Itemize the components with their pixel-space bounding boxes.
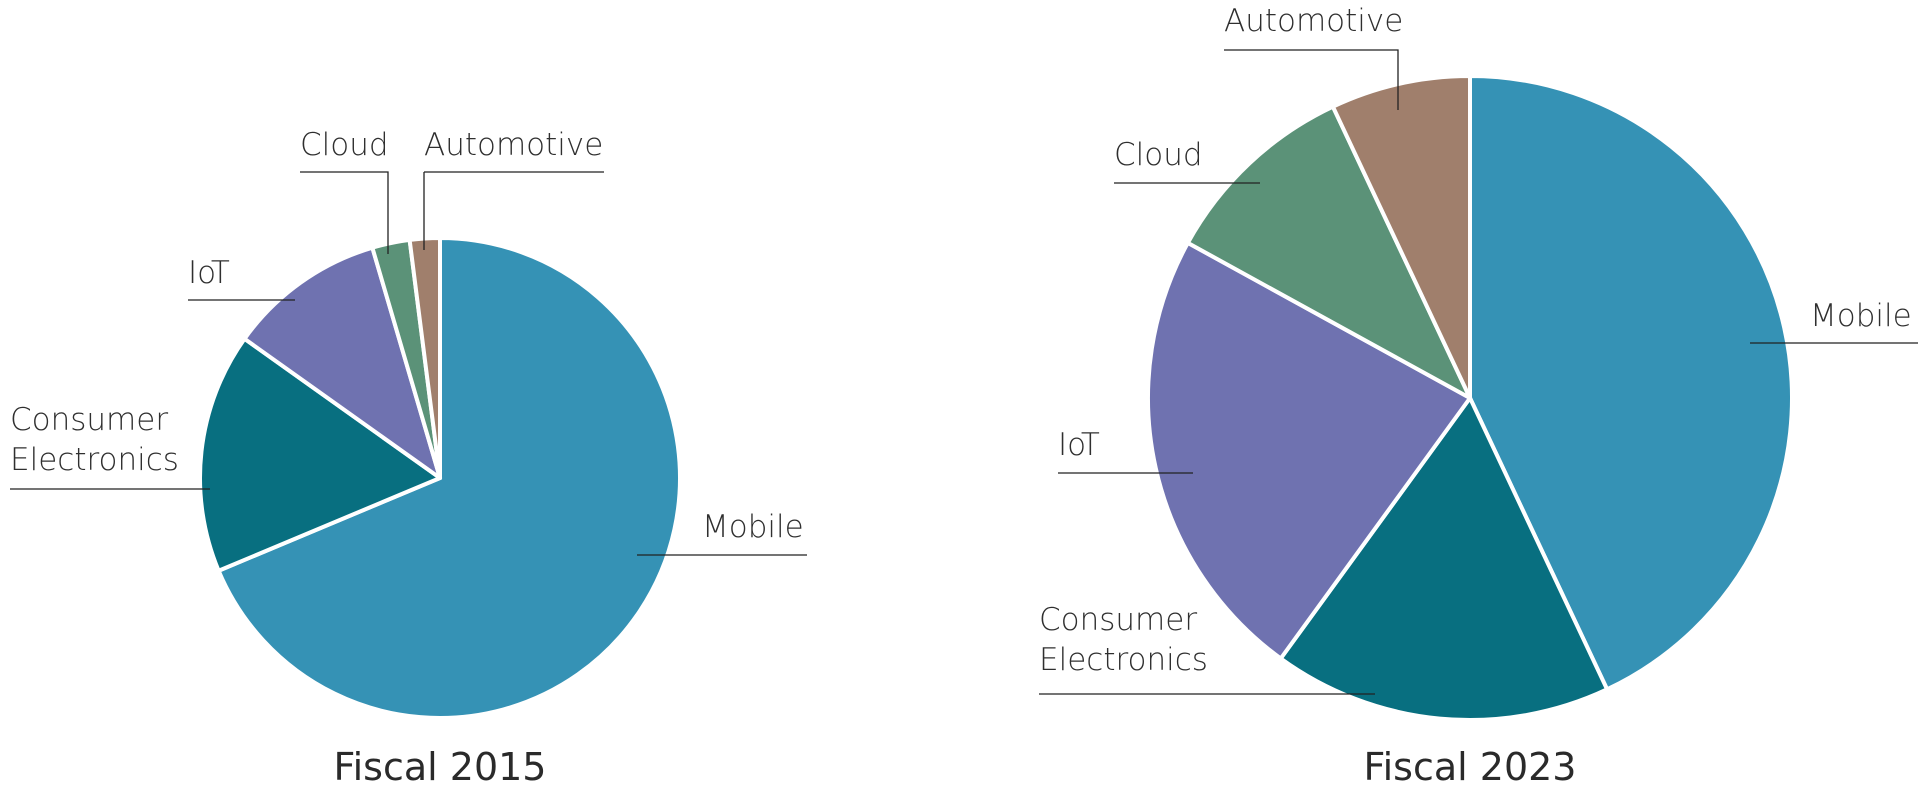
slice-label-automotive: Automotive — [1224, 3, 1403, 39]
pie-slice-automotive — [1330, 74, 1472, 400]
pie-slice-mobile — [216, 236, 682, 720]
pie-slice-iot — [1146, 240, 1472, 661]
pie-chart-fiscal-2015: Mobile Consumer Electronics IoT Cloud Automot… — [10, 127, 807, 789]
chart-title: Fiscal 2015 — [334, 745, 547, 789]
slice-label-cloud: Cloud — [300, 127, 389, 163]
leader-line-automotive — [1224, 49, 1399, 110]
slice-label-mobile: Mobile — [1810, 298, 1912, 334]
pie-slice-consumer-electronics — [198, 336, 442, 573]
slice-label-consumer-electronics-line-2: Electronics — [1039, 642, 1208, 678]
slice-label-automotive: Automotive — [424, 127, 603, 163]
pie-slice-automotive — [407, 236, 442, 480]
pie-slice-cloud — [1185, 104, 1472, 400]
pie-slice-mobile — [1468, 74, 1794, 692]
slice-label-cloud: Cloud — [1114, 137, 1203, 173]
slice-label-consumer-electronics-line-1: Consumer — [10, 402, 168, 438]
pie-slice-consumer-electronics — [1278, 396, 1610, 722]
leader-line-cloud — [300, 171, 389, 254]
chart-title: Fiscal 2023 — [1364, 745, 1577, 789]
slice-label-iot: IoT — [188, 255, 230, 291]
slice-label-iot: IoT — [1058, 427, 1100, 463]
pie-slice-iot — [242, 245, 442, 480]
slice-label-mobile: Mobile — [702, 509, 804, 545]
pie-chart-fiscal-2023: Mobile Consumer Electronics IoT Cloud Automot… — [1039, 3, 1918, 789]
slice-label-consumer-electronics-line-1: Consumer — [1039, 602, 1197, 638]
slice-label-consumer-electronics-line-2: Electronics — [10, 442, 179, 478]
